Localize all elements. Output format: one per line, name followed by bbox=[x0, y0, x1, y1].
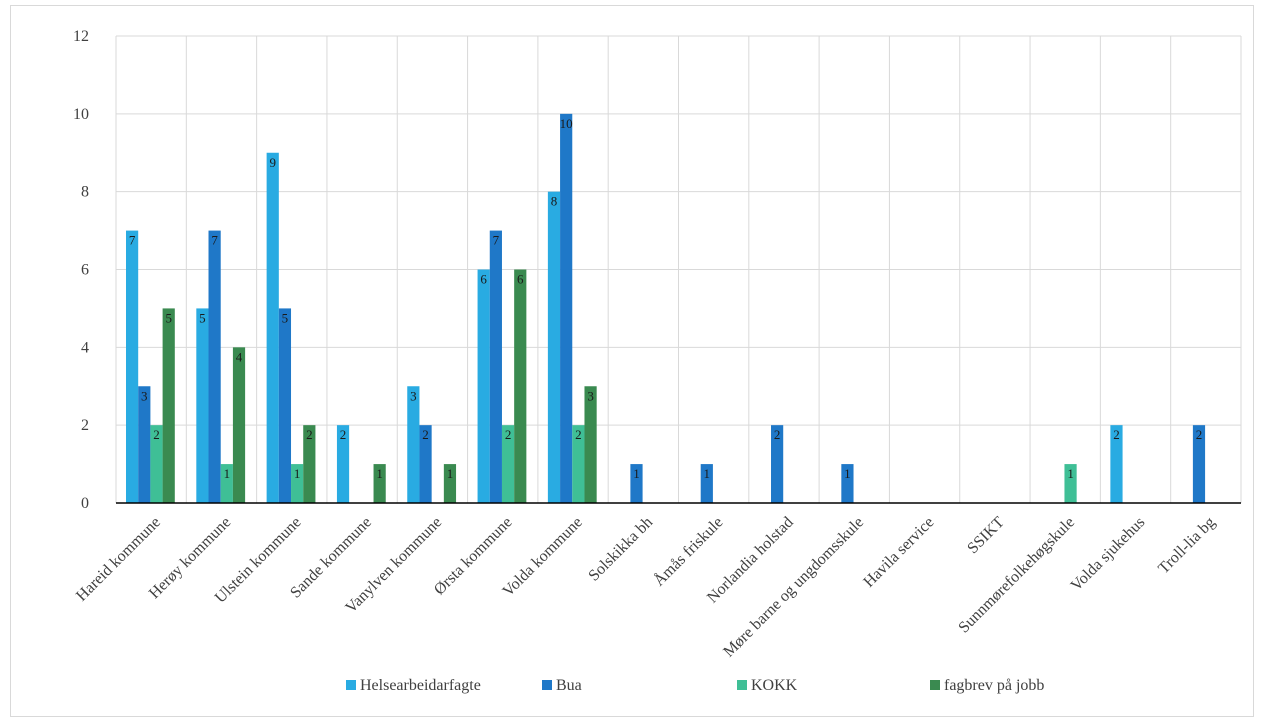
bar-2-6 bbox=[572, 425, 585, 503]
bar-value-label: 7 bbox=[211, 233, 218, 248]
bar-value-label: 2 bbox=[1196, 427, 1203, 442]
legend-swatch bbox=[930, 680, 940, 690]
bar-value-label: 1 bbox=[376, 466, 383, 481]
bar-value-label: 2 bbox=[575, 427, 582, 442]
bar-2-13 bbox=[1064, 464, 1077, 503]
bar-1-7 bbox=[630, 464, 643, 503]
bar-value-label: 7 bbox=[493, 233, 500, 248]
bar-1-9 bbox=[771, 425, 784, 503]
bar-value-label: 6 bbox=[480, 272, 487, 287]
bar-1-2 bbox=[278, 308, 292, 503]
bar-1-0 bbox=[138, 386, 151, 503]
bar-0-14 bbox=[1110, 425, 1123, 503]
x-tick-label: Åmås friskule bbox=[650, 513, 727, 590]
grid-lines bbox=[115, 35, 1242, 503]
bar-2-0 bbox=[150, 425, 163, 503]
bar-1-1 bbox=[208, 230, 221, 504]
bar-value-label: 5 bbox=[199, 310, 206, 325]
bar-value-label: 3 bbox=[587, 388, 594, 403]
bar-value-label: 2 bbox=[422, 427, 429, 442]
bar-value-label: 1 bbox=[447, 466, 454, 481]
bar-value-label: 4 bbox=[236, 349, 243, 364]
bar-value-label: 2 bbox=[1113, 427, 1120, 442]
bar-value-label: 2 bbox=[306, 427, 313, 442]
bar-1-15 bbox=[1192, 425, 1206, 503]
bar-value-label: 8 bbox=[551, 194, 558, 209]
bar-value-label: 3 bbox=[141, 388, 148, 403]
bar-value-label: 1 bbox=[294, 466, 301, 481]
x-tick-label: SSIKT bbox=[964, 514, 1008, 558]
bar-3-5 bbox=[514, 269, 527, 503]
bar-3-3 bbox=[373, 464, 386, 503]
bar-value-label: 1 bbox=[1067, 466, 1074, 481]
bar-0-1 bbox=[196, 308, 209, 503]
bar-value-label: 2 bbox=[774, 427, 781, 442]
bar-1-6 bbox=[560, 113, 573, 503]
bar-0-2 bbox=[266, 152, 279, 503]
y-tick-label: 8 bbox=[81, 184, 89, 201]
x-tick-label: Sunnmørefolkehøgskule bbox=[955, 514, 1078, 637]
bar-value-label: 2 bbox=[340, 427, 347, 442]
chart-frame: 0 2 4 6 8 10 12 7 3 2 5 5 7 1 4 9 5 1 2 2 1 3 2 1 6 7 2 6 8 10 2 3 1 1 2 1… bbox=[10, 5, 1254, 717]
bar-value-label: 1 bbox=[633, 466, 640, 481]
bar-3-4 bbox=[443, 464, 457, 503]
bar-value-label: 1 bbox=[224, 466, 231, 481]
legend-label: Helsearbeidarfagte bbox=[360, 677, 481, 694]
bar-0-4 bbox=[407, 386, 420, 503]
y-axis: 0 2 4 6 8 10 12 bbox=[73, 28, 89, 512]
legend-label: Bua bbox=[556, 677, 582, 694]
x-tick-label: Volda sjukehus bbox=[1068, 514, 1149, 595]
bar-3-6 bbox=[584, 386, 597, 503]
legend-swatch bbox=[346, 680, 356, 690]
bar-1-10 bbox=[841, 464, 854, 503]
bar-3-0 bbox=[162, 308, 175, 503]
bar-value-label: 2 bbox=[505, 427, 512, 442]
bars: 7 3 2 5 5 7 1 4 9 5 1 2 2 1 3 2 1 6 7 2 6 8 10 2 3 1 1 2 1 1 2 2 bbox=[126, 113, 1206, 504]
bar-0-5 bbox=[477, 269, 490, 503]
x-tick-label: Troll-lia bg bbox=[1155, 514, 1218, 577]
legend: Helsearbeidarfagte Bua KOKK fagbrev på jobb bbox=[346, 677, 1044, 694]
bar-2-5 bbox=[501, 425, 515, 503]
bar-0-0 bbox=[126, 230, 139, 504]
y-tick-label: 4 bbox=[81, 339, 89, 356]
x-tick-label: Møre barne og ungdomsskule bbox=[720, 514, 867, 661]
bar-value-label: 5 bbox=[165, 310, 172, 325]
bar-3-1 bbox=[232, 347, 246, 503]
bar-value-label: 5 bbox=[282, 310, 289, 325]
bar-value-label: 10 bbox=[560, 116, 573, 131]
y-tick-label: 12 bbox=[73, 28, 89, 45]
bar-0-6 bbox=[547, 191, 561, 503]
legend-swatch bbox=[542, 680, 552, 690]
legend-label: KOKK bbox=[751, 677, 798, 694]
legend-label: fagbrev på jobb bbox=[944, 677, 1044, 694]
bar-2-2 bbox=[291, 464, 304, 503]
y-tick-label: 10 bbox=[73, 106, 89, 123]
bar-value-label: 2 bbox=[153, 427, 160, 442]
y-tick-label: 0 bbox=[81, 495, 89, 512]
bar-3-2 bbox=[303, 425, 316, 503]
bar-2-1 bbox=[220, 464, 233, 503]
x-tick-label: Solskikka bh bbox=[585, 514, 656, 585]
bar-0-3 bbox=[336, 425, 350, 503]
bar-1-4 bbox=[419, 425, 432, 503]
y-tick-label: 2 bbox=[81, 417, 89, 434]
bar-value-label: 3 bbox=[410, 388, 417, 403]
bar-1-8 bbox=[700, 464, 713, 503]
bar-value-label: 7 bbox=[129, 233, 136, 248]
bar-value-label: 1 bbox=[844, 466, 851, 481]
bar-value-label: 9 bbox=[269, 155, 276, 170]
legend-swatch bbox=[737, 680, 747, 690]
bar-1-5 bbox=[489, 230, 502, 504]
y-tick-label: 6 bbox=[81, 262, 89, 279]
bar-value-label: 6 bbox=[517, 272, 524, 287]
x-tick-label: Havila service bbox=[860, 514, 937, 591]
bar-value-label: 1 bbox=[704, 466, 711, 481]
